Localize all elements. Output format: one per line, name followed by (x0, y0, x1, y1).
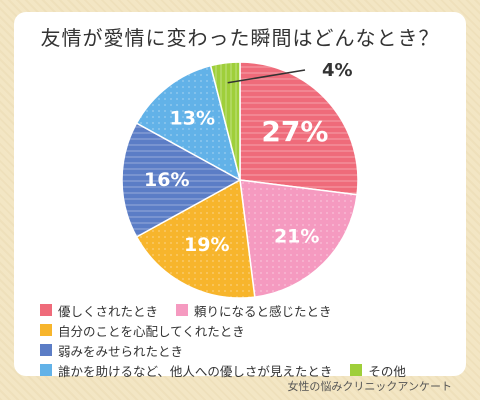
slice-value-label: 21% (274, 226, 319, 248)
legend-swatch (350, 364, 363, 376)
legend-swatch (40, 344, 52, 356)
legend-item-5: 誰かを助けるなど、他人への優しさが見えたとき (40, 361, 332, 380)
legend-label: 頼りになると感じたとき (194, 303, 332, 319)
slice-value-label: 27% (261, 115, 328, 148)
legend-item-6: その他 (350, 361, 406, 380)
legend-item-4: 弱みをみせられたとき (40, 341, 183, 360)
chart-title: 友情が愛情に変わった瞬間はどんなとき？ (40, 26, 440, 50)
pie-slice-texture (136, 180, 255, 299)
pie-slice-texture (122, 123, 240, 237)
pie-slice-texture (240, 180, 358, 298)
legend-swatch (40, 324, 52, 336)
source-note: 女性の悩みクリニックアンケート (287, 380, 452, 393)
legend-label: 優しくされたとき (58, 303, 159, 319)
legend-item-1: 優しくされたとき (40, 301, 158, 320)
legend-item-2: 頼りになると感じたとき (176, 301, 332, 320)
legend-label: 弱みをみせられたとき (58, 343, 184, 359)
pie-chart: 27% 21% 19% 16% 13% 4% (121, 60, 359, 299)
pie-slice-texture (210, 62, 240, 180)
legend-label: 自分のことを心配してくれたとき (58, 323, 245, 339)
slice-value-label: 19% (184, 234, 229, 256)
pie-slice-texture (240, 62, 359, 195)
slice-value-label: 4% (322, 60, 353, 81)
legend-swatch (176, 304, 189, 316)
legend-item-3: 自分のことを心配してくれたとき (40, 321, 245, 340)
legend-swatch (40, 364, 52, 376)
legend-label: 誰かを助けるなど、他人への優しさが見えたとき (58, 363, 333, 379)
pie-slice-texture (136, 65, 240, 180)
legend: 優しくされたとき 頼りになると感じたとき 自分のことを心配してくれたとき 弱みを… (40, 300, 460, 380)
slice-value-label: 13% (170, 108, 215, 130)
legend-swatch (40, 304, 52, 316)
slice-value-label: 16% (144, 169, 189, 191)
leader-line (227, 69, 306, 84)
legend-label: その他 (368, 363, 406, 379)
